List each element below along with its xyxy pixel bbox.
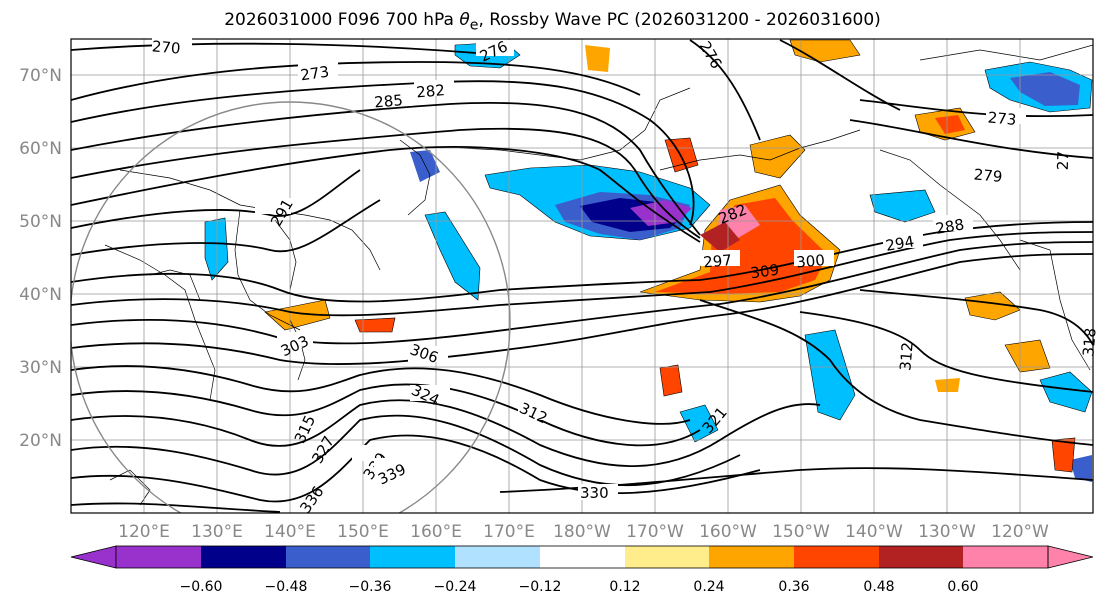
colorbar-segment (286, 546, 370, 568)
colorbar-tick-label: −0.60 (180, 579, 223, 595)
colorbar-segment (370, 546, 455, 568)
lon-label: 120°E (118, 522, 170, 542)
colorbar-tick-label: 0.48 (863, 579, 894, 595)
contour-label: 297 (703, 251, 733, 271)
colorbar-segment (116, 546, 201, 568)
contour-label: 276 (696, 38, 726, 72)
colorbar-extend-low (70, 545, 117, 569)
colorbar-extend-high (1047, 545, 1094, 569)
wave-packet-circle (71, 101, 511, 513)
lat-label: 40°N (19, 285, 62, 305)
lon-label: 120°W (991, 522, 1049, 542)
lon-label: 130°W (918, 522, 976, 542)
colorbar-tick-label: −0.12 (519, 579, 562, 595)
contour-label: 288 (934, 215, 965, 238)
lon-label: 140°E (264, 522, 316, 542)
latitude-labels: 70°N 60°N 50°N 40°N 30°N 20°N (19, 66, 62, 451)
map-frame (70, 38, 1094, 514)
contour-label: 336 (296, 483, 327, 517)
colorbar-segments (116, 546, 1048, 568)
contour-label: 282 (416, 81, 446, 101)
contour-label: 285 (374, 91, 404, 111)
colorbar-segment (963, 546, 1048, 568)
lon-label: 140°W (845, 522, 903, 542)
colorbar-tick-label: −0.36 (349, 579, 392, 595)
lon-label: 180°W (553, 522, 611, 542)
colorbar-tick-label: 0.24 (693, 579, 724, 595)
lon-label: 170°W (626, 522, 684, 542)
colorbar-tick-label: −0.48 (265, 579, 308, 595)
contour-label: 294 (884, 232, 915, 255)
lon-label: 130°E (191, 522, 243, 542)
contour-label: 330 (580, 484, 609, 502)
contour-label: 273 (299, 63, 330, 85)
anomaly-shading (204, 39, 1093, 482)
colorbar: −0.60 −0.48 −0.36 −0.24 −0.12 0.12 0.24 … (70, 545, 1094, 595)
theta-e-contours (71, 39, 1093, 513)
contour-label: 312 (896, 341, 916, 371)
lat-label: 30°N (19, 358, 62, 378)
lat-label: 70°N (19, 66, 62, 86)
lon-label: 150°W (772, 522, 830, 542)
colorbar-segment (625, 546, 709, 568)
colorbar-tick-label: 0.60 (947, 579, 978, 595)
colorbar-frame (115, 545, 1049, 569)
colorbar-segment (201, 546, 286, 568)
colorbar-tick-label: −0.24 (434, 579, 477, 595)
lon-label: 160°W (699, 522, 757, 542)
contour-label: 270 (151, 37, 181, 57)
contour-label: 309 (749, 261, 780, 283)
lon-label: 170°E (483, 522, 535, 542)
longitude-labels: 120°E 130°E 140°E 150°E 160°E 170°E 180°… (118, 522, 1049, 542)
contour-label: 27 (1054, 151, 1073, 171)
figure-title: 2026031000 F096 700 hPa θe, Rossby Wave … (224, 10, 881, 34)
contour-label: 318 (1079, 327, 1099, 357)
colorbar-segment (455, 546, 540, 568)
contour-label: 300 (796, 251, 826, 271)
colorbar-tick-label: 0.12 (609, 579, 640, 595)
lon-label: 150°E (337, 522, 389, 542)
colorbar-ticks: −0.60 −0.48 −0.36 −0.24 −0.12 0.12 0.24 … (180, 579, 979, 595)
colorbar-tick-label: 0.36 (778, 579, 809, 595)
colorbar-segment (709, 546, 794, 568)
contour-label: 279 (973, 165, 1003, 185)
lat-label: 50°N (19, 212, 62, 232)
colorbar-segment (879, 546, 963, 568)
lat-label: 60°N (19, 139, 62, 159)
contour-label: 315 (291, 412, 319, 446)
lon-label: 160°E (410, 522, 462, 542)
colorbar-segment (540, 546, 625, 568)
lat-label: 20°N (19, 431, 62, 451)
contour-label: 273 (987, 108, 1017, 128)
colorbar-segment (794, 546, 879, 568)
